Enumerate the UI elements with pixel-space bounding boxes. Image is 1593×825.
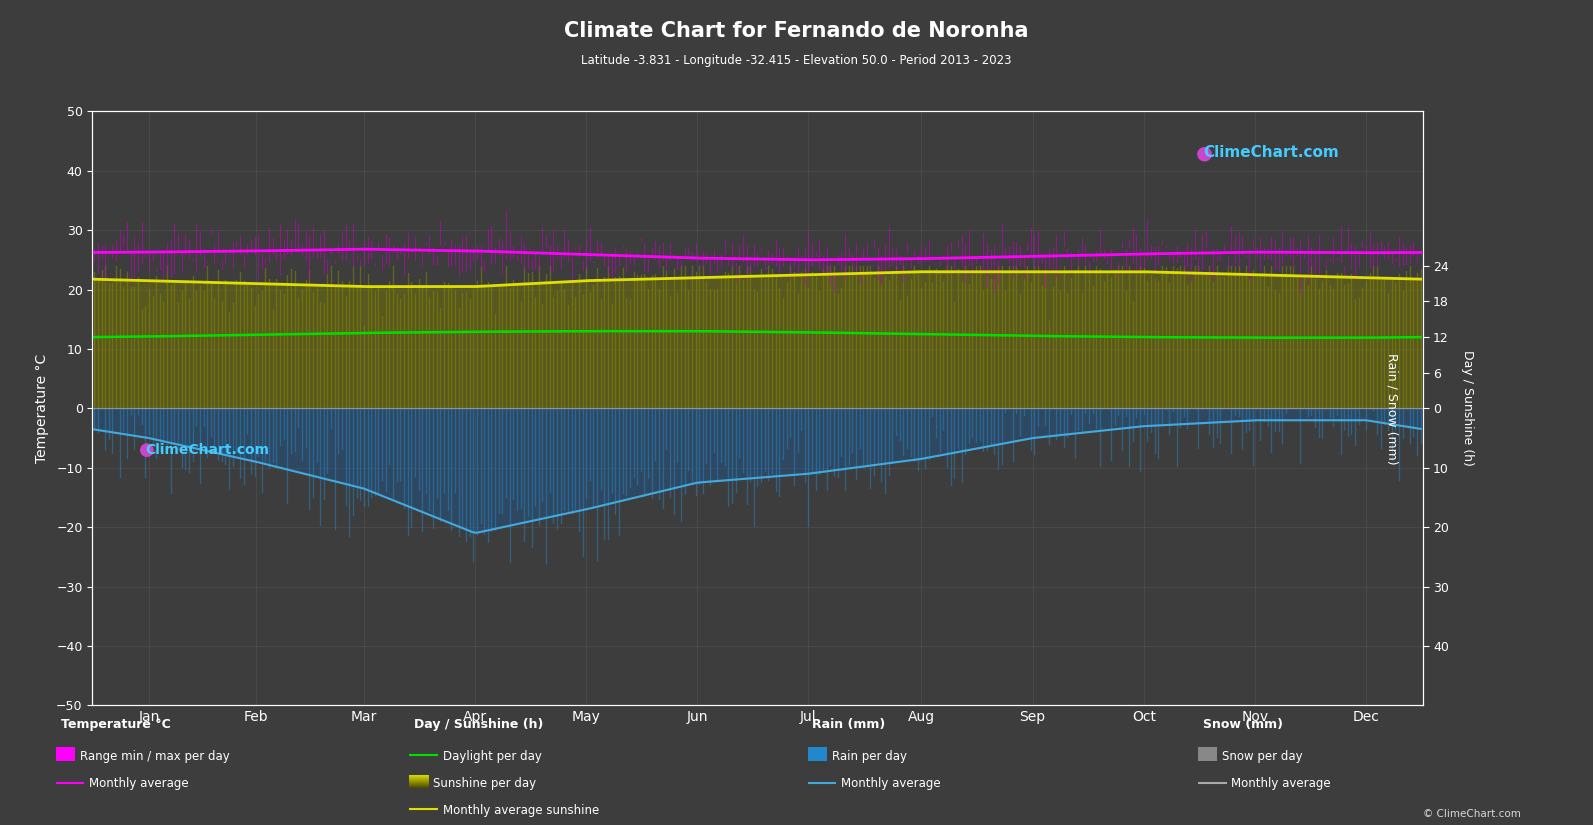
Text: Day / Sunshine (h): Day / Sunshine (h) bbox=[414, 718, 543, 731]
Text: Temperature °C: Temperature °C bbox=[61, 718, 170, 731]
Text: Climate Chart for Fernando de Noronha: Climate Chart for Fernando de Noronha bbox=[564, 21, 1029, 40]
Text: Latitude -3.831 - Longitude -32.415 - Elevation 50.0 - Period 2013 - 2023: Latitude -3.831 - Longitude -32.415 - El… bbox=[581, 54, 1012, 67]
Text: Rain (mm): Rain (mm) bbox=[812, 718, 886, 731]
Y-axis label: Temperature °C: Temperature °C bbox=[35, 354, 49, 463]
Text: Snow (mm): Snow (mm) bbox=[1203, 718, 1282, 731]
Text: Snow per day: Snow per day bbox=[1222, 750, 1303, 763]
Text: ●: ● bbox=[139, 441, 161, 459]
Text: © ClimeChart.com: © ClimeChart.com bbox=[1424, 808, 1521, 818]
Text: Monthly average: Monthly average bbox=[841, 777, 941, 790]
Text: ●: ● bbox=[1196, 144, 1220, 163]
Text: ClimeChart.com: ClimeChart.com bbox=[1203, 145, 1338, 160]
Y-axis label: Day / Sunshine (h)




Rain / Snow (mm): Day / Sunshine (h) Rain / Snow (mm) bbox=[1386, 351, 1474, 466]
Text: Monthly average: Monthly average bbox=[1231, 777, 1332, 790]
Text: Monthly average sunshine: Monthly average sunshine bbox=[443, 804, 599, 817]
Text: Range min / max per day: Range min / max per day bbox=[80, 750, 229, 763]
Text: Monthly average: Monthly average bbox=[89, 777, 190, 790]
Text: ClimeChart.com: ClimeChart.com bbox=[145, 443, 269, 457]
Text: Daylight per day: Daylight per day bbox=[443, 750, 542, 763]
Text: Rain per day: Rain per day bbox=[832, 750, 906, 763]
Text: Sunshine per day: Sunshine per day bbox=[433, 777, 537, 790]
